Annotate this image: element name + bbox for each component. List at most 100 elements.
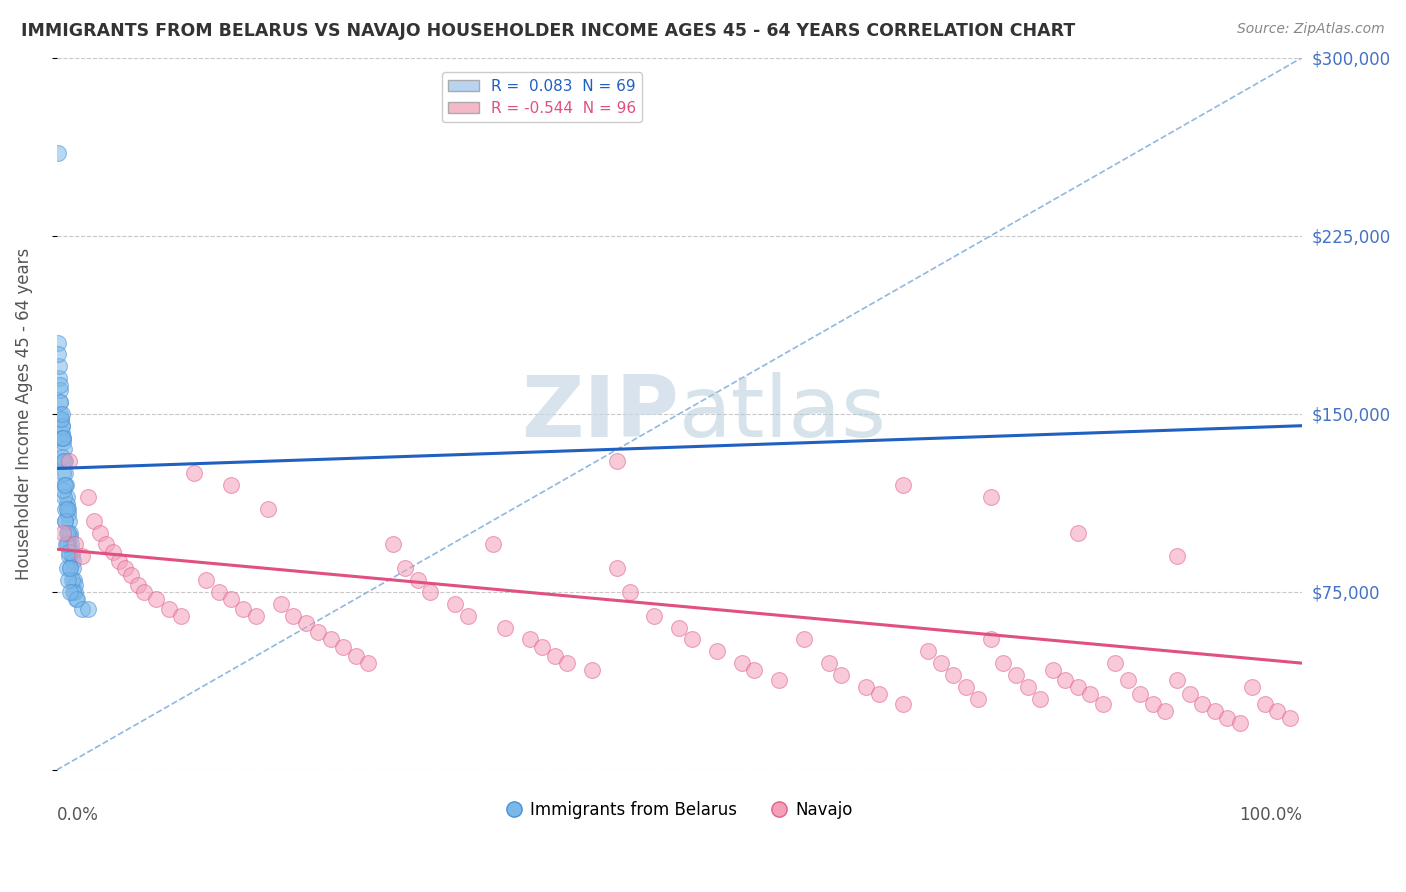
Point (49, 411, 72, 425)
Point (1104, 656, 1126, 670)
Point (51, 431, 73, 445)
Point (145, 592, 167, 607)
Point (120, 568, 142, 582)
Point (53, 454, 76, 468)
Point (207, 585, 229, 599)
Point (893, 697, 915, 711)
Point (52, 435, 75, 450)
Point (444, 597, 467, 611)
Point (917, 644, 939, 658)
Point (49, 383, 72, 397)
Point (294, 615, 316, 630)
Point (730, 656, 752, 670)
Point (344, 648, 367, 663)
Point (232, 601, 254, 615)
Point (59, 537, 82, 551)
Point (56, 537, 79, 551)
Point (89, 525, 111, 540)
Point (76, 490, 98, 504)
Point (980, 490, 1002, 504)
Point (132, 585, 155, 599)
Point (381, 537, 404, 551)
Point (49, 411, 72, 425)
Point (55, 501, 77, 516)
Point (53, 501, 76, 516)
Point (768, 673, 790, 687)
Point (1229, 715, 1251, 730)
Point (406, 573, 429, 587)
Point (52, 431, 75, 445)
Point (101, 544, 124, 558)
Point (83, 514, 105, 528)
Point (60, 544, 83, 558)
Point (1191, 697, 1213, 711)
Text: IMMIGRANTS FROM BELARUS VS NAVAJO HOUSEHOLDER INCOME AGES 45 - 64 YEARS CORRELAT: IMMIGRANTS FROM BELARUS VS NAVAJO HOUSEH… (21, 22, 1076, 40)
Point (219, 592, 242, 607)
Point (53, 442, 76, 457)
Point (59, 585, 82, 599)
Point (55, 490, 77, 504)
Point (955, 680, 977, 694)
Point (942, 668, 965, 682)
Point (1091, 697, 1114, 711)
Point (531, 640, 554, 654)
Point (49, 407, 72, 421)
Point (1042, 663, 1064, 677)
Point (56, 525, 79, 540)
Point (219, 478, 242, 492)
Point (1129, 687, 1152, 701)
Point (706, 644, 728, 658)
Point (319, 632, 342, 647)
Legend: Immigrants from Belarus, Navajo: Immigrants from Belarus, Navajo (499, 795, 860, 826)
Point (245, 608, 267, 623)
Point (643, 608, 665, 623)
Point (1166, 673, 1188, 687)
Point (56, 561, 79, 575)
Point (980, 632, 1002, 647)
Point (53, 514, 76, 528)
Point (48, 359, 70, 374)
Point (257, 501, 280, 516)
Point (65, 592, 87, 607)
Point (55, 537, 77, 551)
Point (76, 601, 98, 615)
Point (65, 585, 87, 599)
Point (114, 561, 136, 575)
Text: ZIP: ZIP (522, 372, 679, 455)
Point (70, 549, 93, 564)
Point (55, 525, 77, 540)
Point (544, 648, 567, 663)
Point (55, 537, 77, 551)
Point (65, 592, 87, 607)
Point (1142, 697, 1164, 711)
Point (62, 585, 84, 599)
Point (56, 497, 79, 511)
Point (53, 478, 76, 492)
Point (1067, 680, 1090, 694)
Point (183, 466, 205, 480)
Point (1253, 697, 1275, 711)
Point (1017, 680, 1039, 694)
Point (48, 371, 70, 385)
Point (481, 537, 503, 551)
Point (52, 454, 75, 468)
Point (1154, 704, 1177, 718)
Point (619, 585, 641, 599)
Point (668, 621, 690, 635)
Y-axis label: Householder Income Ages 45 - 64 years: Householder Income Ages 45 - 64 years (15, 248, 32, 580)
Point (60, 549, 83, 564)
Point (59, 530, 82, 544)
Point (59, 561, 82, 575)
Point (581, 663, 603, 677)
Point (1278, 711, 1301, 725)
Point (53, 478, 76, 492)
Point (1004, 668, 1026, 682)
Point (48, 378, 70, 392)
Point (1166, 549, 1188, 564)
Point (893, 478, 915, 492)
Point (868, 687, 890, 701)
Point (52, 525, 75, 540)
Point (58, 454, 80, 468)
Point (195, 573, 218, 587)
Point (58, 544, 80, 558)
